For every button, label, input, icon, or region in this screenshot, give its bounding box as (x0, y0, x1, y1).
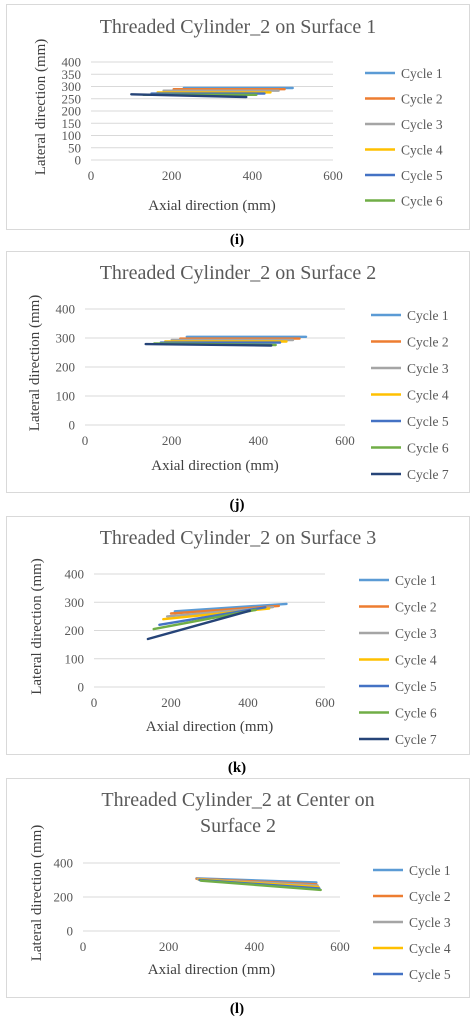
legend-label: Cycle 5 (395, 679, 437, 694)
series-line-7 (146, 609, 252, 641)
legend-label: Cycle 4 (409, 941, 451, 956)
chart-title-line-2: Surface 2 (200, 815, 276, 837)
x-tick-label: 0 (88, 168, 95, 183)
x-tick-label: 0 (91, 695, 98, 710)
legend-label: Cycle 1 (395, 573, 437, 588)
chart-panel-j: Threaded Cylinder_2 on Surface 2 0 100 200 3… (6, 251, 470, 493)
y-tick-label: 0 (67, 924, 74, 939)
caption-l: (l) (229, 1001, 245, 1017)
series-line-1 (173, 602, 288, 613)
y-axis-label: Lateral direction (mm) (27, 295, 43, 432)
legend-label: Cycle 6 (407, 441, 449, 456)
x-tick-label: 400 (245, 939, 265, 954)
legend-label: Cycle 3 (409, 915, 451, 930)
x-tick-label: 200 (161, 695, 181, 710)
chart-k: Threaded Cylinder_2 on Surface 3 0 100 200 3… (29, 527, 437, 747)
y-tick-label: 200 (56, 360, 76, 375)
x-tick-label: 400 (249, 433, 269, 448)
y-tick-label: 250 (62, 91, 82, 106)
x-axis-label: Axial direction (mm) (148, 962, 275, 978)
y-tick-label: 300 (65, 595, 85, 610)
chart-title-line-1: Threaded Cylinder_2 at Center on (101, 789, 374, 811)
legend-label: Cycle 2 (401, 92, 443, 107)
x-tick-label: 400 (238, 695, 258, 710)
x-tick-label: 0 (82, 433, 89, 448)
y-tick-label: 300 (56, 331, 76, 346)
caption-i: (i) (229, 232, 245, 248)
y-tick-label: 200 (65, 623, 85, 638)
caption-k: (k) (227, 760, 247, 776)
y-tick-label: 400 (56, 302, 76, 317)
x-tick-label: 600 (335, 433, 355, 448)
y-tick-label: 150 (62, 116, 82, 131)
y-tick-label: 200 (54, 890, 74, 905)
y-axis-label: Lateral direction (mm) (29, 825, 45, 962)
x-tick-label: 600 (323, 168, 343, 183)
legend-label: Cycle 6 (395, 706, 437, 721)
chart-panel-l: Threaded Cylinder_2 at Center on Surface … (6, 778, 470, 998)
legend-label: Cycle 1 (409, 863, 451, 878)
legend-label: Cycle 4 (407, 388, 449, 403)
legend-label: Cycle 6 (401, 194, 443, 209)
series-line-7 (130, 93, 248, 99)
chart-title: Threaded Cylinder_2 on Surface 3 (100, 527, 377, 549)
y-tick-label: 400 (54, 856, 74, 871)
y-tick-label: 100 (62, 128, 82, 143)
legend-label: Cycle 7 (407, 467, 449, 482)
series-line-7 (144, 342, 273, 347)
y-tick-label: 0 (75, 153, 82, 168)
caption-j: (j) (229, 497, 245, 513)
y-tick-label: 100 (65, 651, 85, 666)
legend-label: Cycle 3 (401, 117, 443, 132)
x-tick-label: 600 (330, 939, 350, 954)
legend-label: Cycle 2 (395, 600, 437, 615)
y-tick-label: 400 (65, 567, 85, 582)
chart-j: Threaded Cylinder_2 on Surface 2 0 100 200 3… (27, 262, 449, 482)
legend-label: Cycle 1 (407, 308, 449, 323)
y-tick-label: 300 (62, 79, 82, 94)
x-tick-label: 200 (162, 433, 182, 448)
x-tick-label: 200 (162, 168, 182, 183)
y-tick-label: 0 (78, 680, 85, 695)
y-tick-label: 100 (56, 389, 76, 404)
chart-i: Threaded Cylinder_2 on Surface 105010015… (33, 16, 443, 214)
chart-panel-k: Threaded Cylinder_2 on Surface 3 0 100 200 3… (6, 516, 470, 755)
legend-label: Cycle 5 (401, 168, 443, 183)
x-tick-label: 400 (243, 168, 263, 183)
x-axis-label: Axial direction (mm) (148, 198, 275, 214)
x-tick-label: 600 (315, 695, 335, 710)
x-axis-label: Axial direction (mm) (146, 719, 273, 735)
legend-label: Cycle 5 (409, 967, 451, 982)
y-tick-label: 50 (68, 140, 81, 155)
legend-label: Cycle 4 (401, 143, 443, 158)
x-tick-label: 200 (159, 939, 179, 954)
chart-panel-i: Threaded Cylinder_2 on Surface 1 0 50 100 15… (6, 4, 470, 230)
y-tick-label: 0 (69, 418, 76, 433)
legend-label: Cycle 3 (407, 361, 449, 376)
y-tick-label: 350 (62, 67, 82, 82)
y-axis-label: Lateral direction (mm) (29, 558, 45, 695)
chart-title: Threaded Cylinder_2 on Surface 2 (100, 262, 377, 284)
chart-l: Threaded Cylinder_2 at Center on Surface … (29, 789, 451, 982)
legend-label: Cycle 2 (409, 889, 451, 904)
y-tick-label: 200 (62, 104, 82, 119)
x-axis-label: Axial direction (mm) (151, 458, 278, 474)
y-tick-label: 400 (62, 55, 82, 70)
legend-label: Cycle 2 (407, 335, 449, 350)
chart-title: Threaded Cylinder_2 on Surface 1 (100, 16, 377, 38)
y-axis-label: Lateral direction (mm) (33, 39, 49, 176)
legend-label: Cycle 4 (395, 653, 437, 668)
legend-label: Cycle 3 (395, 626, 437, 641)
legend-label: Cycle 1 (401, 66, 443, 81)
legend-label: Cycle 7 (395, 732, 437, 747)
x-tick-label: 0 (80, 939, 87, 954)
legend-label: Cycle 5 (407, 414, 449, 429)
series-line-6 (199, 879, 322, 892)
